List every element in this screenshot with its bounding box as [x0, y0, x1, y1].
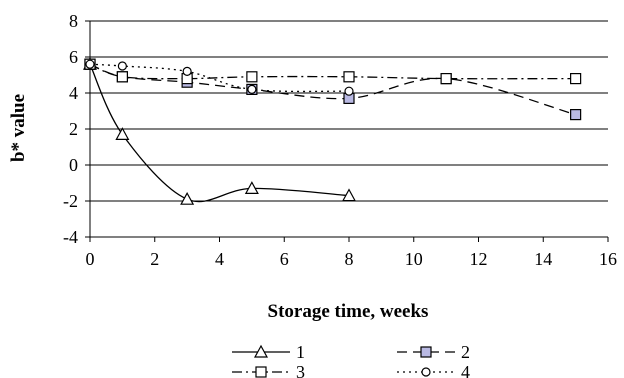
x-tick-label: 2 — [150, 249, 159, 269]
x-tick-label: 8 — [345, 249, 354, 269]
legend-marker — [421, 367, 431, 377]
x-axis-title: Storage time, weeks — [268, 301, 429, 322]
y-tick-label: 4 — [69, 83, 78, 103]
x-tick-label: 6 — [280, 249, 289, 269]
legend-marker — [255, 366, 267, 378]
legend-item-4: 4 — [397, 362, 470, 378]
data-point-4 — [247, 84, 257, 95]
data-point-1 — [180, 191, 195, 205]
legend-item-3: 3 — [232, 362, 305, 378]
grid-lines — [90, 20, 608, 202]
series-group — [82, 56, 582, 205]
series-4 — [85, 59, 354, 96]
data-point-3 — [246, 71, 258, 83]
legend-item-1: 1 — [232, 342, 305, 362]
data-point-3 — [440, 72, 452, 85]
y-tick-label: 0 — [69, 155, 78, 175]
data-point-1 — [341, 188, 357, 202]
data-point-3 — [343, 71, 355, 83]
legend-label: 3 — [296, 362, 305, 378]
y-tick-label: 6 — [69, 47, 78, 67]
series-line-3 — [89, 63, 576, 80]
data-point-1 — [115, 127, 130, 140]
x-tick-label: 14 — [534, 249, 552, 269]
legend-marker — [253, 344, 269, 358]
series-2 — [84, 58, 582, 121]
data-point-4 — [85, 59, 95, 69]
legend-marker — [420, 346, 432, 358]
x-tick-label: 12 — [470, 249, 488, 269]
legend: 1 2 3 4 — [232, 342, 470, 378]
axes — [85, 20, 609, 242]
y-tick-label: 8 — [69, 11, 78, 31]
data-point-3 — [570, 72, 582, 85]
y-tick-label: 2 — [69, 119, 78, 139]
data-point-3 — [116, 71, 128, 83]
series-line-2 — [89, 63, 576, 116]
x-tick-label: 4 — [215, 249, 224, 269]
x-tick-label: 16 — [599, 249, 617, 269]
data-point-4 — [117, 61, 127, 71]
legend-item-2: 2 — [397, 342, 470, 362]
y-tick-label: -4 — [63, 227, 78, 247]
data-point-4 — [182, 66, 192, 77]
data-point-2 — [570, 108, 582, 121]
x-tick-label: 10 — [405, 249, 423, 269]
legend-label: 2 — [461, 342, 470, 362]
x-tick-labels: 0 2 4 6 8 10 12 14 16 — [86, 249, 618, 269]
legend-label: 4 — [461, 362, 470, 378]
y-tick-labels: 8 6 4 2 0 -2 -4 — [63, 11, 78, 247]
data-point-4 — [344, 86, 354, 96]
x-tick-label: 0 — [86, 249, 95, 269]
y-tick-label: -2 — [63, 191, 78, 211]
y-axis-title: b* value — [8, 94, 29, 162]
data-point-1 — [244, 181, 259, 194]
legend-label: 1 — [296, 342, 305, 362]
series-line-1 — [89, 63, 350, 203]
